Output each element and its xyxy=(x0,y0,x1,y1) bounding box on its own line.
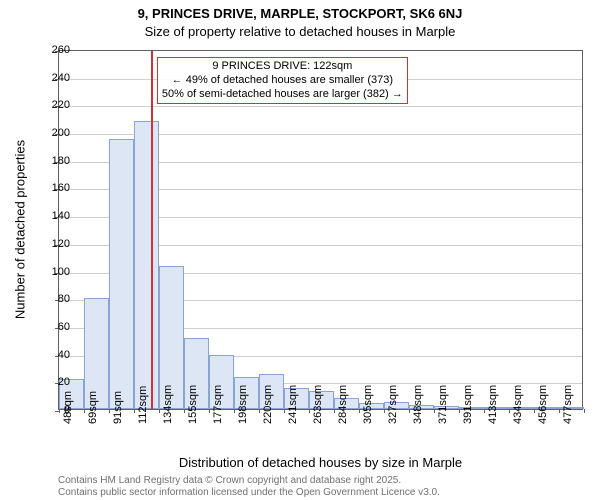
histogram-bar xyxy=(134,121,159,409)
x-tick-mark xyxy=(209,409,210,413)
y-tick-label: 120 xyxy=(30,238,70,250)
y-axis-label: Number of detached properties xyxy=(13,120,28,340)
y-tick-label: 40 xyxy=(30,349,70,361)
x-tick-mark xyxy=(584,409,585,413)
histogram-bar xyxy=(109,139,134,409)
x-tick-mark xyxy=(84,409,85,413)
x-tick-mark xyxy=(284,409,285,413)
x-tick-mark xyxy=(334,409,335,413)
x-tick-mark xyxy=(534,409,535,413)
footer-line-1: Contains HM Land Registry data © Crown c… xyxy=(58,475,440,487)
y-tick-label: 100 xyxy=(30,266,70,278)
x-tick-mark xyxy=(559,409,560,413)
x-tick-mark xyxy=(459,409,460,413)
y-tick-label: 260 xyxy=(30,44,70,56)
y-tick-label: 60 xyxy=(30,321,70,333)
chart-title-address: 9, PRINCES DRIVE, MARPLE, STOCKPORT, SK6… xyxy=(0,6,600,21)
y-tick-label: 140 xyxy=(30,210,70,222)
annotation-box: 9 PRINCES DRIVE: 122sqm← 49% of detached… xyxy=(157,57,408,104)
y-tick-label: 80 xyxy=(30,293,70,305)
x-tick-mark xyxy=(384,409,385,413)
chart-title-sub: Size of property relative to detached ho… xyxy=(0,24,600,39)
plot-area: 9 PRINCES DRIVE: 122sqm← 49% of detached… xyxy=(58,50,583,410)
y-tick-label: 200 xyxy=(30,127,70,139)
x-tick-mark xyxy=(509,409,510,413)
annotation-line: ← 49% of detached houses are smaller (37… xyxy=(162,74,403,88)
gridline xyxy=(59,106,582,107)
y-tick-label: 20 xyxy=(30,376,70,388)
x-tick-mark xyxy=(259,409,260,413)
x-tick-mark xyxy=(359,409,360,413)
y-tick-label: 220 xyxy=(30,99,70,111)
x-tick-mark xyxy=(109,409,110,413)
annotation-line: 50% of semi-detached houses are larger (… xyxy=(162,88,403,102)
footer-line-2: Contains public sector information licen… xyxy=(58,487,440,499)
x-tick-mark xyxy=(484,409,485,413)
x-tick-mark xyxy=(434,409,435,413)
y-tick-label: 240 xyxy=(30,72,70,84)
x-tick-mark xyxy=(309,409,310,413)
y-tick-label: 180 xyxy=(30,155,70,167)
annotation-line: 9 PRINCES DRIVE: 122sqm xyxy=(162,60,403,74)
x-tick-mark xyxy=(234,409,235,413)
x-axis-label: Distribution of detached houses by size … xyxy=(58,455,583,470)
marker-line xyxy=(151,51,153,409)
x-tick-mark xyxy=(409,409,410,413)
x-tick-mark xyxy=(159,409,160,413)
y-tick-label: 160 xyxy=(30,182,70,194)
x-tick-mark xyxy=(134,409,135,413)
x-tick-mark xyxy=(184,409,185,413)
